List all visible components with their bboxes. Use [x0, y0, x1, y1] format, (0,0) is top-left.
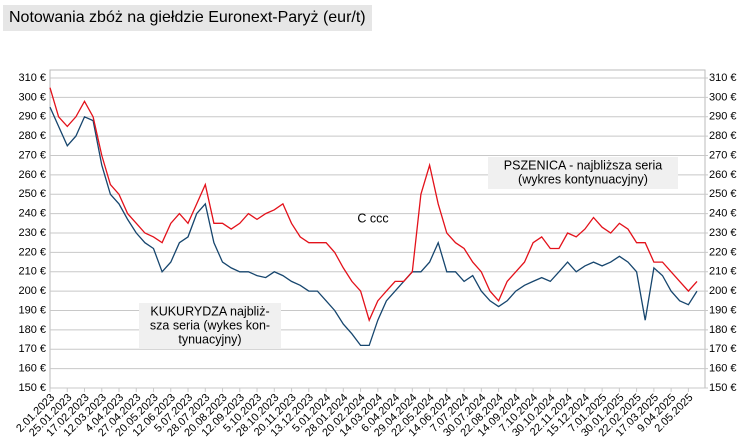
y-tick-label: 290 €: [18, 111, 46, 123]
y2-tick-label: 270 €: [709, 149, 737, 161]
y2-tick-label: 200 €: [709, 285, 737, 297]
y-tick-label: 250 €: [18, 188, 46, 200]
y-tick-label: 160 €: [18, 363, 46, 375]
y-tick-label: 180 €: [18, 324, 46, 336]
annotation: sza seria (wykes kon-: [150, 318, 270, 332]
chart-title: Notowania zbóż na giełdzie Euronext-Pary…: [3, 5, 372, 31]
annotation-box: [488, 157, 678, 189]
annotation: PSZENICA - najbliższa seria: [504, 158, 662, 172]
y-tick-label: 280 €: [18, 130, 46, 142]
annotation-box: [139, 303, 281, 349]
annotation: tynuacyjny): [178, 332, 241, 346]
series-line: [49, 87, 698, 323]
annotation: (wykres kontynuacyjny): [518, 172, 648, 186]
y-tick-label: 170 €: [18, 343, 46, 355]
y-tick-label: 260 €: [18, 169, 46, 181]
y2-tick-label: 310 €: [709, 72, 737, 84]
y2-tick-label: 180 €: [709, 324, 737, 336]
y-tick-label: 300 €: [18, 91, 46, 103]
y-tick-label: 210 €: [18, 266, 46, 278]
y2-tick-label: 290 €: [709, 111, 737, 123]
y2-tick-label: 230 €: [709, 227, 737, 239]
y2-tick-label: 240 €: [709, 208, 737, 220]
annotation: C ccc: [357, 211, 388, 225]
series-line: [49, 106, 698, 347]
y2-tick-label: 280 €: [709, 130, 737, 142]
annotation: KUKURYDZA najbliż-: [150, 304, 269, 318]
y2-tick-label: 250 €: [709, 188, 737, 200]
y-tick-label: 220 €: [18, 246, 46, 258]
y-tick-label: 240 €: [18, 208, 46, 220]
y2-tick-label: 190 €: [709, 304, 737, 316]
y2-tick-label: 300 €: [709, 91, 737, 103]
y-tick-label: 230 €: [18, 227, 46, 239]
y-tick-label: 200 €: [18, 285, 46, 297]
y2-tick-label: 210 €: [709, 266, 737, 278]
y2-tick-label: 170 €: [709, 343, 737, 355]
y2-tick-label: 260 €: [709, 169, 737, 181]
y-tick-label: 310 €: [18, 72, 46, 84]
y2-tick-label: 160 €: [709, 363, 737, 375]
y-tick-label: 150 €: [18, 382, 46, 394]
y2-tick-label: 220 €: [709, 246, 737, 258]
y-tick-label: 270 €: [18, 149, 46, 161]
y2-tick-label: 150 €: [709, 382, 737, 394]
y-tick-label: 190 €: [18, 304, 46, 316]
